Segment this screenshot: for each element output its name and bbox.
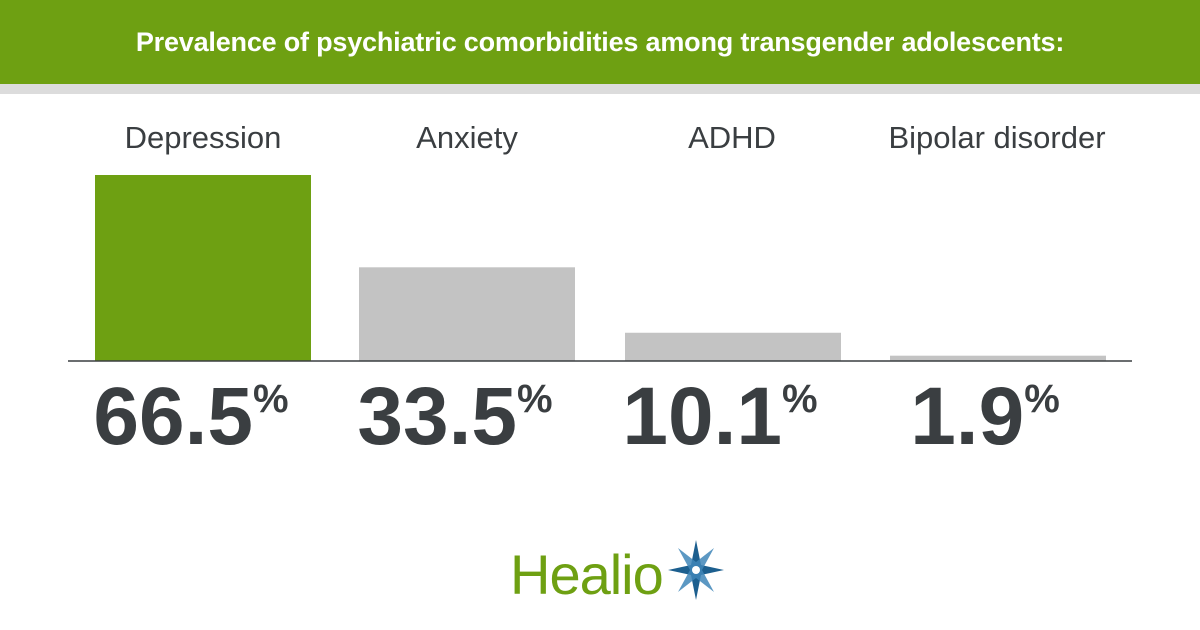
header-divider: [0, 84, 1200, 94]
category-label: Depression: [125, 120, 282, 155]
star-icon: [668, 540, 724, 600]
bar: [625, 332, 841, 361]
value-label: 33.5%: [357, 371, 552, 462]
chart-title: Prevalence of psychiatric comorbidities …: [135, 26, 1065, 57]
healio-logo: Healio: [510, 538, 730, 608]
logo-text: Healio: [510, 543, 664, 606]
bar: [359, 267, 575, 361]
value-label: 10.1%: [622, 371, 817, 462]
category-label: ADHD: [688, 120, 776, 155]
value-label: 1.9%: [910, 371, 1060, 462]
category-label: Bipolar disorder: [888, 120, 1105, 155]
bar: [890, 355, 1106, 361]
value-label: 66.5%: [93, 371, 288, 462]
header-banner: Prevalence of psychiatric comorbidities …: [0, 0, 1200, 84]
category-label: Anxiety: [416, 120, 518, 155]
bar-chart: Depression Anxiety ADHD Bipolar disorder 66…: [68, 120, 1132, 462]
bar: [95, 175, 311, 361]
